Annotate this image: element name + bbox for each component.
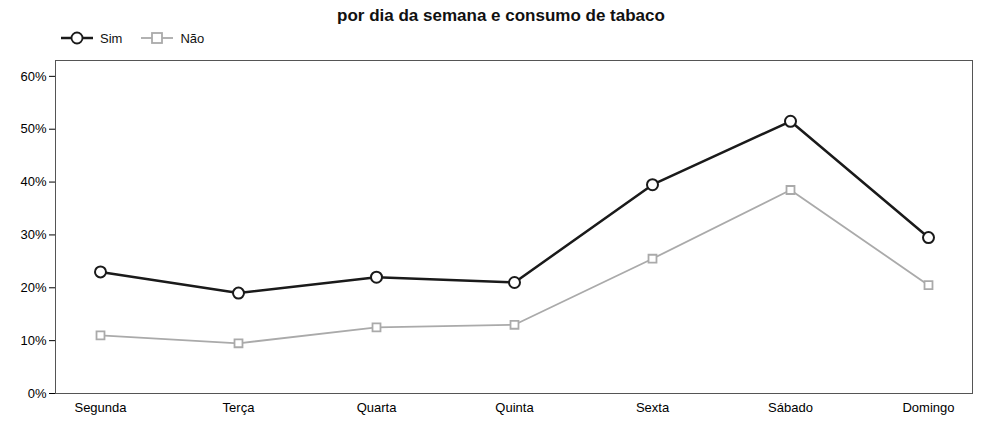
svg-text:10%: 10% bbox=[20, 333, 46, 348]
svg-text:40%: 40% bbox=[20, 174, 46, 189]
svg-text:60%: 60% bbox=[20, 69, 46, 84]
html-text:por dia da semana e consumo de: por dia da semana e consumo de tabaco bbox=[337, 6, 665, 25]
svg-text:Terça: Terça bbox=[223, 400, 256, 415]
html-text:Sim: Sim bbox=[100, 30, 123, 46]
svg-text:Segunda: Segunda bbox=[74, 400, 127, 415]
svg-text:Sexta: Sexta bbox=[636, 400, 670, 415]
svg-text:Domingo: Domingo bbox=[902, 400, 954, 415]
html-text:Não: Não bbox=[180, 30, 205, 46]
svg-text:20%: 20% bbox=[20, 280, 46, 295]
svg-text:Quinta: Quinta bbox=[495, 400, 534, 415]
svg-text:50%: 50% bbox=[20, 121, 46, 136]
svg-text:0%: 0% bbox=[28, 386, 47, 401]
svg-text:Quarta: Quarta bbox=[357, 400, 398, 415]
svg-text:Sábado: Sábado bbox=[768, 400, 813, 415]
svg-text:30%: 30% bbox=[20, 227, 46, 242]
